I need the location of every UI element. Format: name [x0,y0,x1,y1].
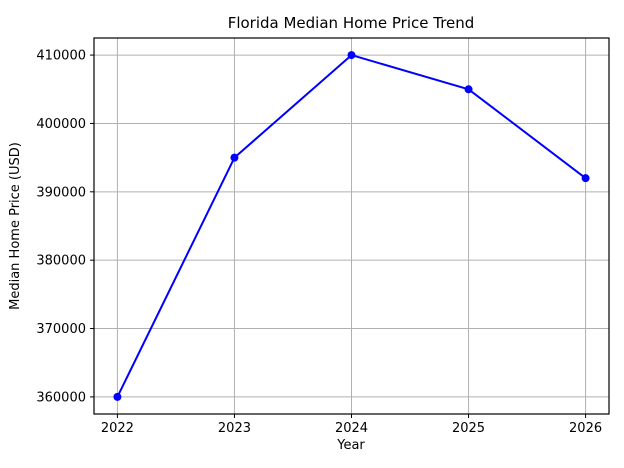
y-tick-label: 370000 [36,322,86,337]
x-axis-label: Year [336,438,365,453]
tick-layer: 2022 2023 2024 2025 2026 360000 370000 380000 39… [36,49,602,436]
data-point-marker [581,174,590,183]
x-tick-label: 2022 [101,421,134,436]
y-tick-label: 400000 [36,117,86,132]
x-tick-label: 2023 [218,421,251,436]
grid-layer [94,38,609,414]
x-tick-label: 2024 [335,421,368,436]
y-axis-label: Median Home Price (USD) [8,142,23,310]
x-tick-label: 2026 [569,421,602,436]
y-tick-label: 390000 [36,185,86,200]
data-point-marker [464,85,473,94]
data-point-marker [230,153,239,162]
y-tick-label: 360000 [36,390,86,405]
series-layer [113,51,590,401]
y-tick-label: 410000 [36,49,86,64]
data-point-marker [113,392,122,401]
y-tick-label: 380000 [36,254,86,269]
x-tick-label: 2025 [452,421,485,436]
data-point-marker [347,51,356,60]
chart-title: Florida Median Home Price Trend [228,14,475,32]
